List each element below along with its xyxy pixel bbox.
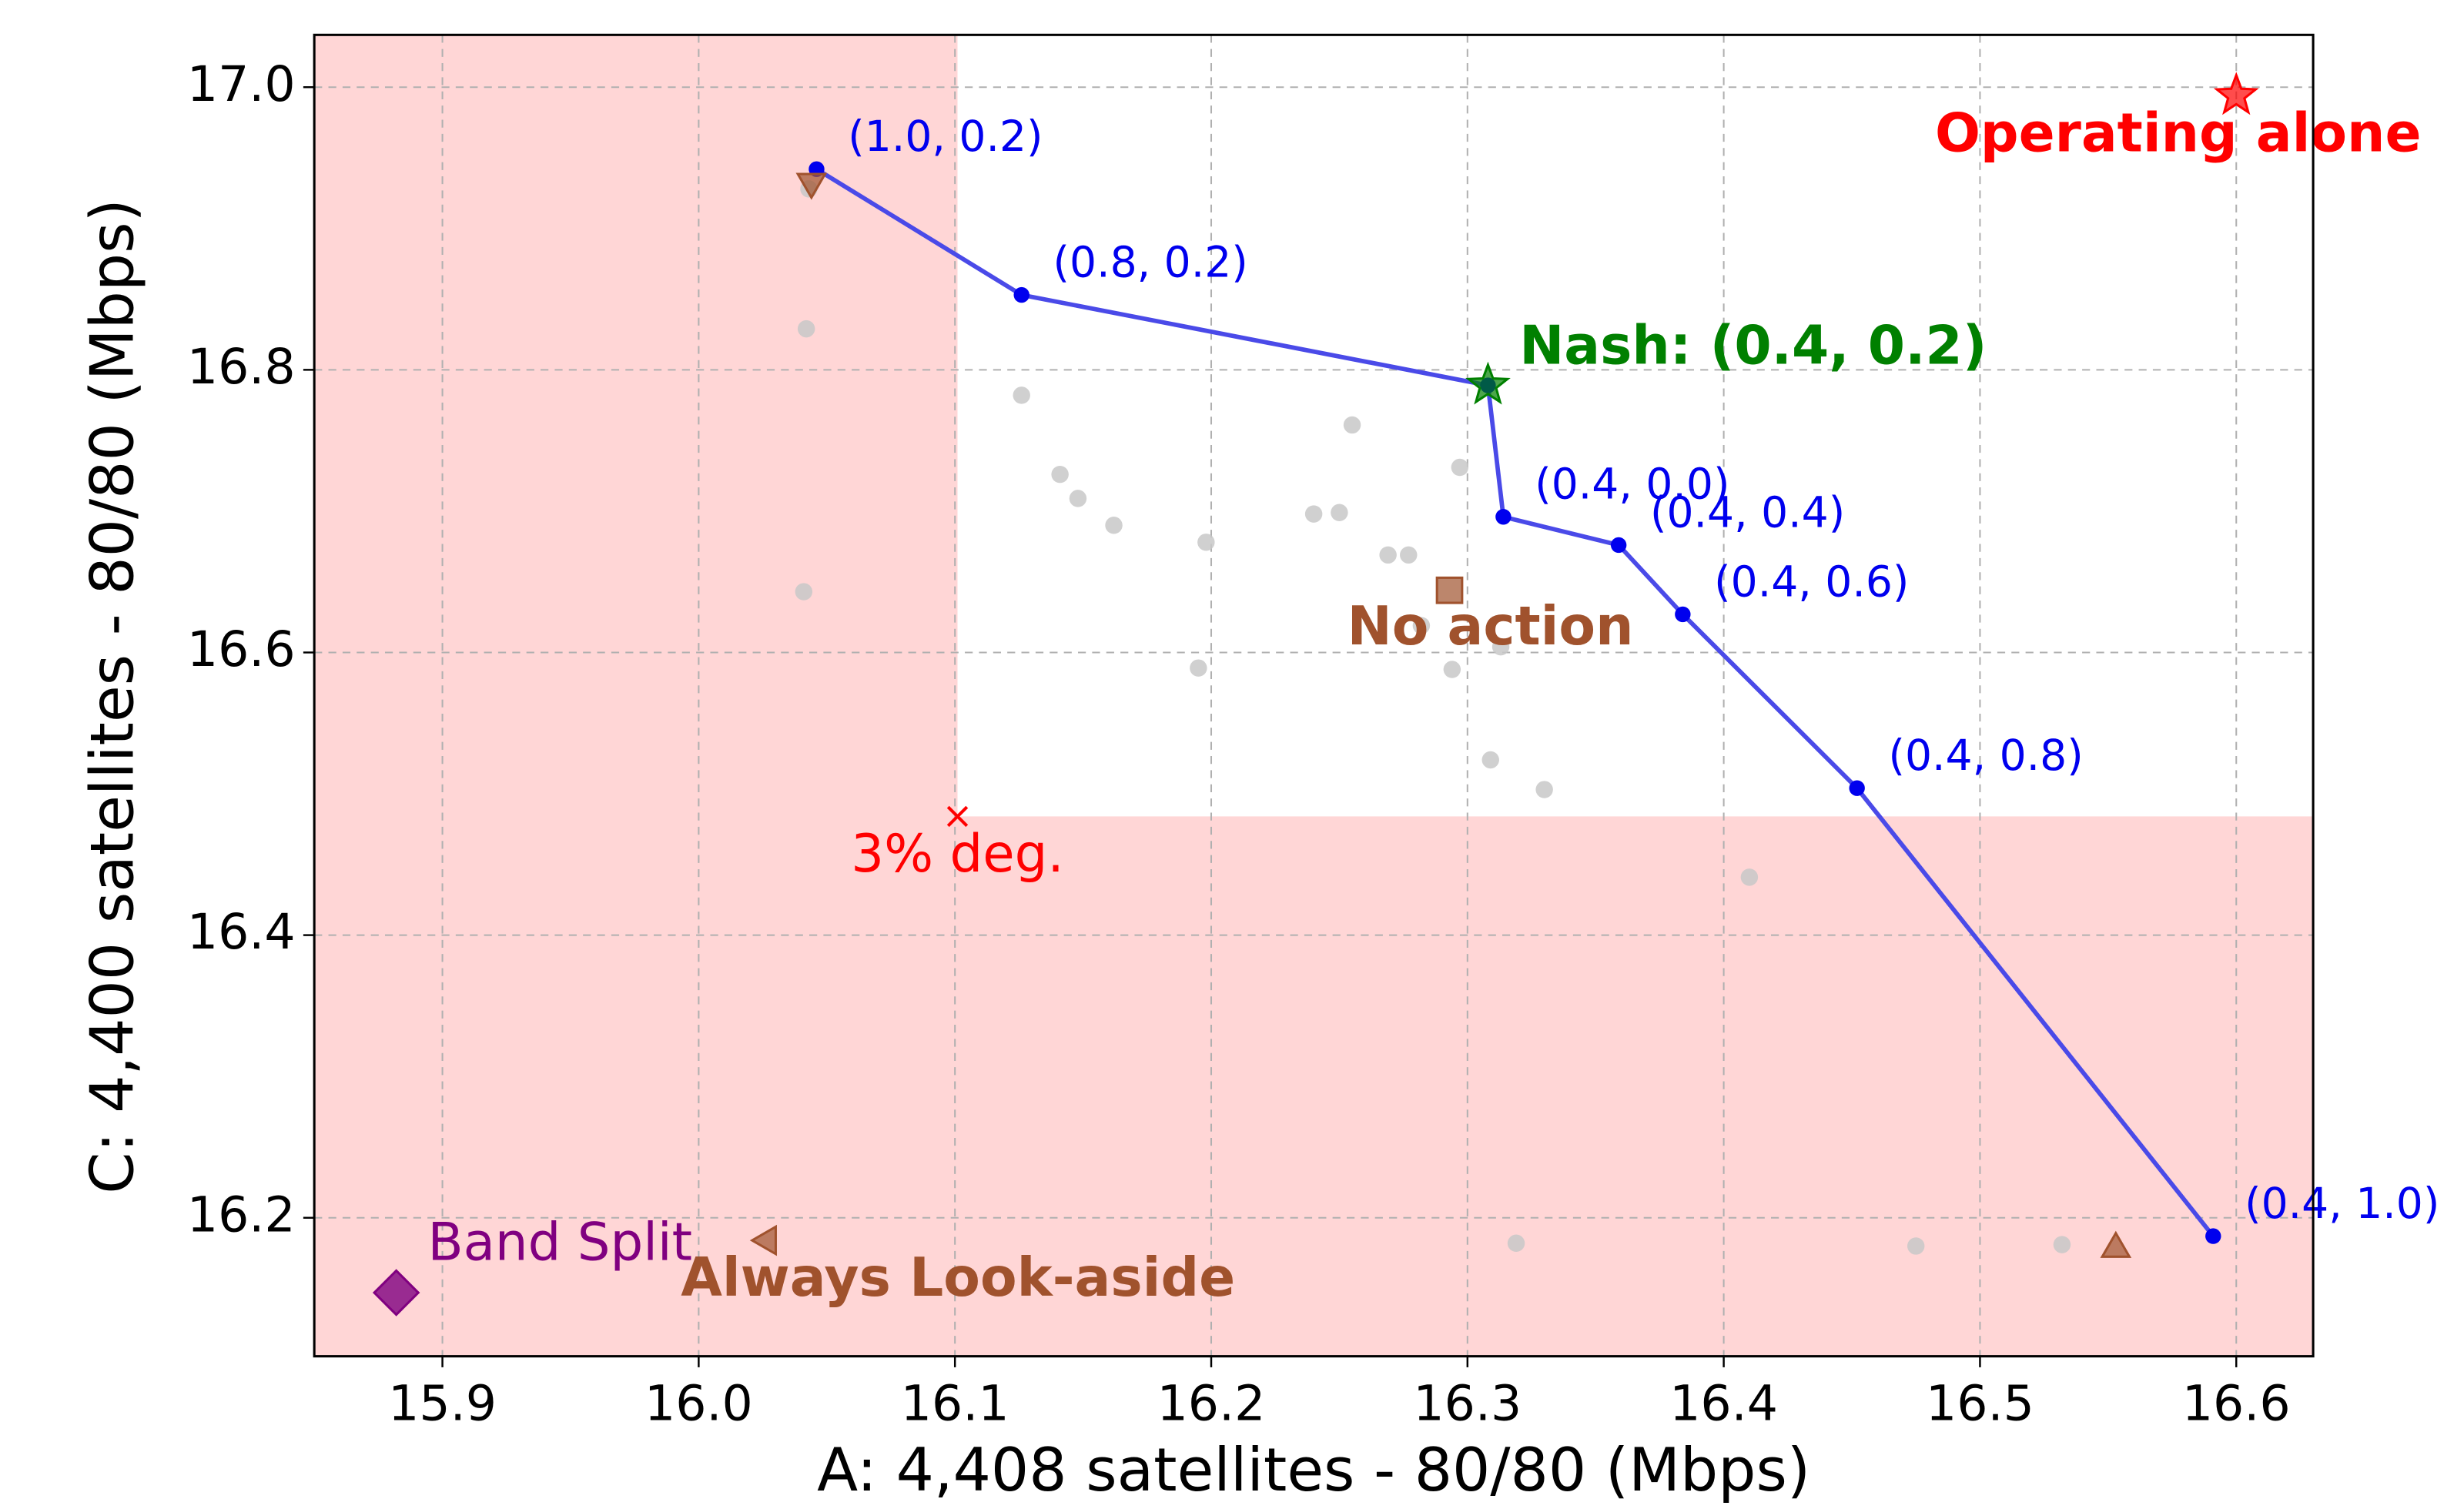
x-tick-label: 16.0: [644, 1375, 753, 1432]
point: [1400, 546, 1418, 564]
frontier-point: [1849, 780, 1865, 796]
point: [1379, 546, 1397, 564]
point: [1740, 868, 1759, 886]
frontier-line: [815, 167, 2215, 1238]
point: [1105, 517, 1123, 534]
point: [2053, 1236, 2071, 1253]
marker-triangle: [795, 172, 828, 200]
point: [1443, 661, 1461, 678]
x-tick-label: 16.6: [2182, 1375, 2291, 1432]
y-tick-label: 16.6: [187, 621, 296, 678]
frontier-point: [1495, 509, 1512, 525]
y-tick-label: 16.8: [187, 338, 296, 395]
point: [1331, 504, 1348, 521]
y-tick-label: 16.4: [187, 903, 296, 960]
shade-region: [314, 35, 958, 1357]
point-label: (0.4, 0.0): [1535, 460, 1729, 509]
point: [1412, 617, 1431, 634]
point: [1451, 458, 1469, 477]
x-tick-label: 15.9: [388, 1375, 497, 1432]
point: [1304, 505, 1323, 523]
marker-label: Band Split: [427, 1211, 692, 1272]
marker-label: Always Look-aside: [681, 1247, 1235, 1309]
point: [1491, 637, 1510, 656]
point-label: (0.4, 0.6): [1714, 557, 1909, 606]
shade-region: [957, 816, 2314, 1357]
point: [1535, 781, 1553, 798]
point: [1907, 1237, 1925, 1255]
marker-diamond: [372, 1269, 420, 1317]
marker-label: 3% deg.: [851, 823, 1064, 884]
point-label: (0.4, 0.4): [1650, 487, 1845, 537]
point: [795, 583, 813, 601]
point-label: (0.4, 0.8): [1888, 731, 2083, 780]
marker-star: [1465, 361, 1511, 405]
x-tick-label: 16.2: [1157, 1375, 1266, 1432]
x-tick-label: 16.4: [1669, 1375, 1778, 1432]
x-tick-label: 16.5: [1926, 1375, 2034, 1432]
y-tick-label: 17.0: [187, 55, 296, 112]
marker-label: Operating alone: [1935, 102, 2422, 164]
x-tick-label: 16.1: [901, 1375, 1009, 1432]
marker-star: [2213, 72, 2259, 115]
marker-x: [946, 805, 969, 828]
plot-frame: [313, 33, 2315, 1358]
marker-square: [1435, 576, 1464, 604]
point: [1197, 534, 1215, 551]
point: [1343, 416, 1361, 434]
frontier-point: [1610, 537, 1627, 554]
x-tick-label: 16.3: [1413, 1375, 1522, 1432]
point: [1051, 465, 1069, 483]
frontier-point: [1013, 286, 1029, 303]
marker-triangle: [749, 1224, 777, 1256]
marker-triangle: [2100, 1230, 2132, 1258]
marker-label: Nash: (0.4, 0.2): [1519, 316, 1987, 377]
y-axis-label: C: 4,400 satellites - 80/80 (Mbps): [78, 199, 147, 1193]
y-tick-label: 16.2: [187, 1186, 296, 1243]
marker-label: No action: [1348, 596, 1634, 657]
point: [1013, 386, 1030, 404]
point-label: (0.4, 1.0): [2245, 1179, 2439, 1228]
point: [1069, 490, 1087, 507]
point-label: (0.8, 0.2): [1053, 237, 1248, 286]
x-axis-label: A: 4,408 satellites - 80/80 (Mbps): [817, 1436, 1810, 1505]
frontier-point: [2205, 1228, 2221, 1244]
point: [1190, 659, 1207, 677]
point: [1481, 751, 1499, 769]
point: [1507, 1234, 1525, 1253]
point: [797, 320, 815, 338]
point-label: (1.0, 0.2): [848, 112, 1043, 161]
frontier-point: [1675, 606, 1691, 623]
